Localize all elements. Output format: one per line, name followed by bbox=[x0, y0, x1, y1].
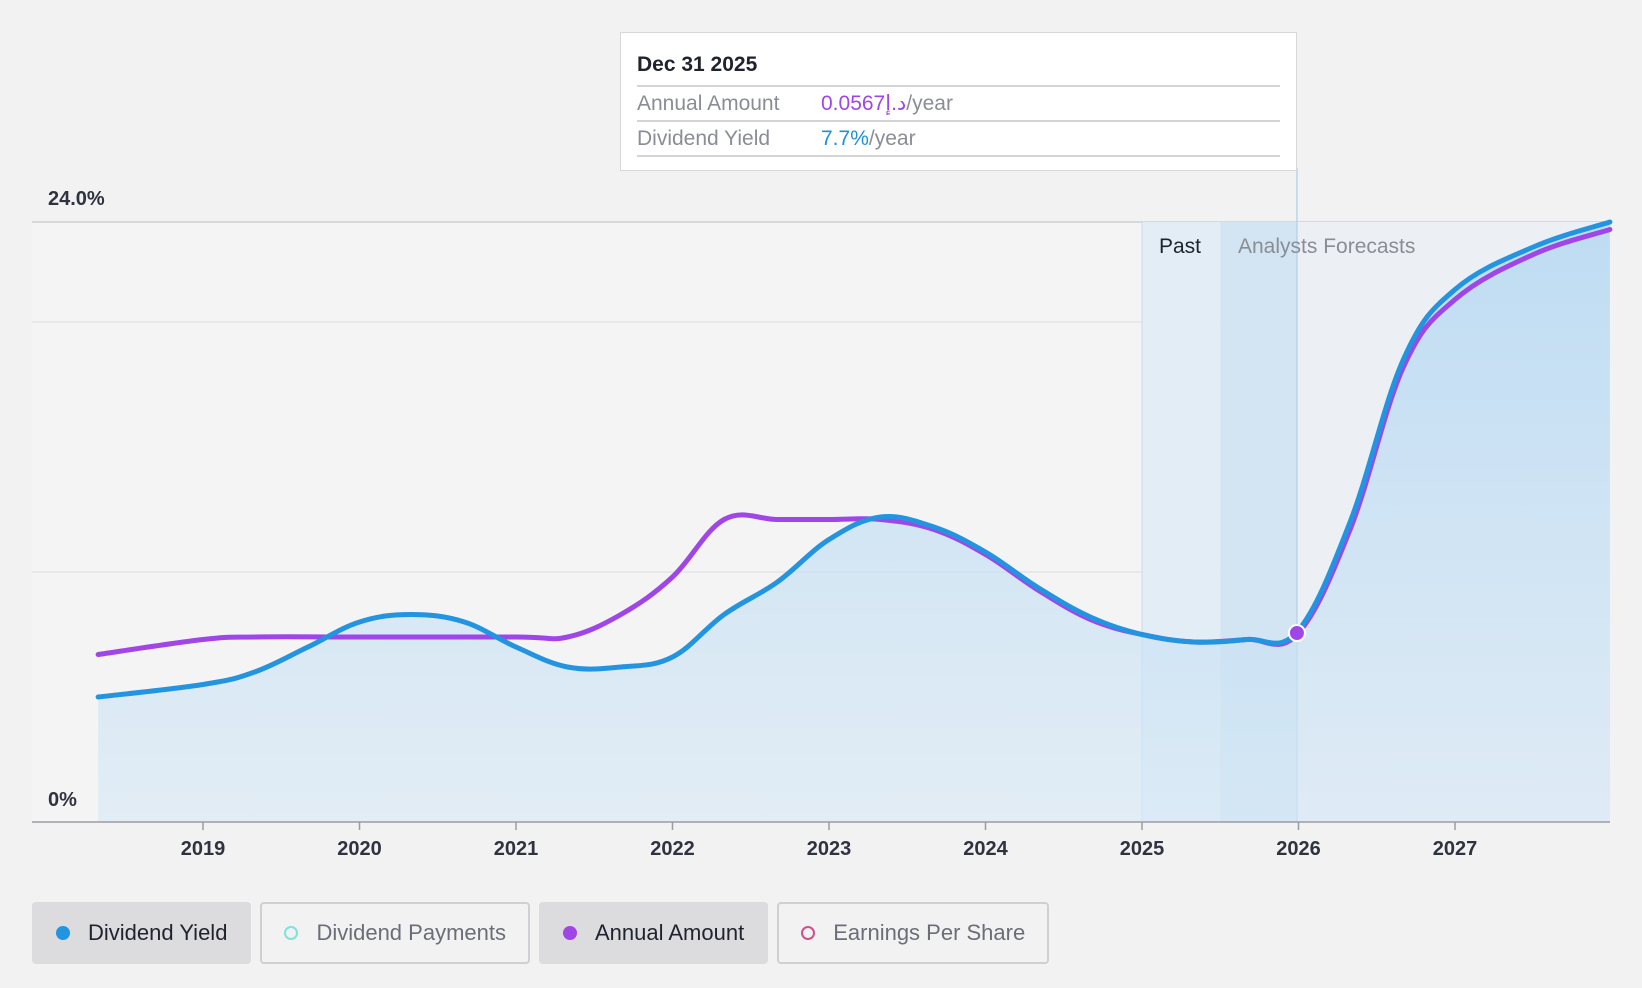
chart-tooltip: Dec 31 2025 Annual Amount 0.0567د.إ /yea… bbox=[620, 32, 1297, 171]
tooltip-unit: /year bbox=[906, 92, 953, 115]
tooltip-key: Annual Amount bbox=[637, 92, 780, 115]
past-region-label: Past bbox=[1159, 235, 1201, 258]
x-tick-label: 2022 bbox=[650, 838, 695, 860]
legend-ring-icon bbox=[284, 926, 299, 940]
y-tick-label-bottom: 0% bbox=[48, 789, 77, 811]
tooltip-value: 0.0567د.إ bbox=[821, 92, 907, 115]
x-tick-label: 2025 bbox=[1120, 838, 1165, 860]
tooltip-date: Dec 31 2025 bbox=[637, 33, 1280, 87]
x-tick-label: 2020 bbox=[337, 838, 382, 860]
x-tick-label: 2027 bbox=[1433, 838, 1478, 860]
dividend-yield-line bbox=[95, 219, 1613, 700]
tooltip-unit: /year bbox=[868, 127, 916, 150]
tooltip-row-dividend-yield: Dividend Yield 7.7% /year bbox=[637, 122, 1280, 157]
legend-annual-amount-button[interactable]: Annual Amount bbox=[538, 902, 769, 964]
legend-label: Dividend Payments bbox=[316, 920, 506, 945]
legend-dividend-payments-button[interactable]: Dividend Payments bbox=[260, 902, 530, 964]
legend-earnings-per-share-button[interactable]: Earnings Per Share bbox=[777, 902, 1050, 964]
legend-label: Dividend Yield bbox=[88, 920, 228, 945]
highlight-point bbox=[1287, 624, 1306, 642]
dividend-yield-area bbox=[98, 222, 1610, 822]
x-tick-label: 2021 bbox=[494, 838, 539, 860]
legend-label: Annual Amount bbox=[594, 920, 745, 945]
legend-dot-icon bbox=[56, 926, 70, 940]
legend-dot-icon bbox=[562, 926, 577, 940]
x-tick-label: 2023 bbox=[807, 838, 852, 860]
tooltip-key: Dividend Yield bbox=[637, 127, 771, 150]
legend-label: Earnings Per Share bbox=[833, 920, 1026, 945]
chart-series bbox=[95, 219, 1613, 822]
tooltip-value: 7.7% bbox=[821, 127, 869, 150]
forecast-region-label: Analysts Forecasts bbox=[1238, 235, 1415, 258]
x-axis: 2019 2020 2021 2022 2023 2024 2025 2026 2027 bbox=[32, 821, 1610, 860]
legend-ring-icon bbox=[801, 926, 816, 940]
tooltip-row-annual-amount: Annual Amount 0.0567د.إ /year bbox=[637, 87, 1280, 122]
y-tick-label-top: 24.0% bbox=[48, 188, 105, 210]
x-tick-label: 2024 bbox=[963, 838, 1008, 860]
chart-legend: Dividend Yield Dividend Payments Annual … bbox=[32, 902, 1050, 964]
x-tick-label: 2026 bbox=[1276, 838, 1321, 860]
legend-dividend-yield-button[interactable]: Dividend Yield bbox=[32, 902, 252, 964]
x-tick-label: 2019 bbox=[181, 838, 226, 860]
dividend-chart: 2019 2020 2021 2022 2023 2024 2025 2026 2027 24.… bbox=[32, 168, 1613, 860]
